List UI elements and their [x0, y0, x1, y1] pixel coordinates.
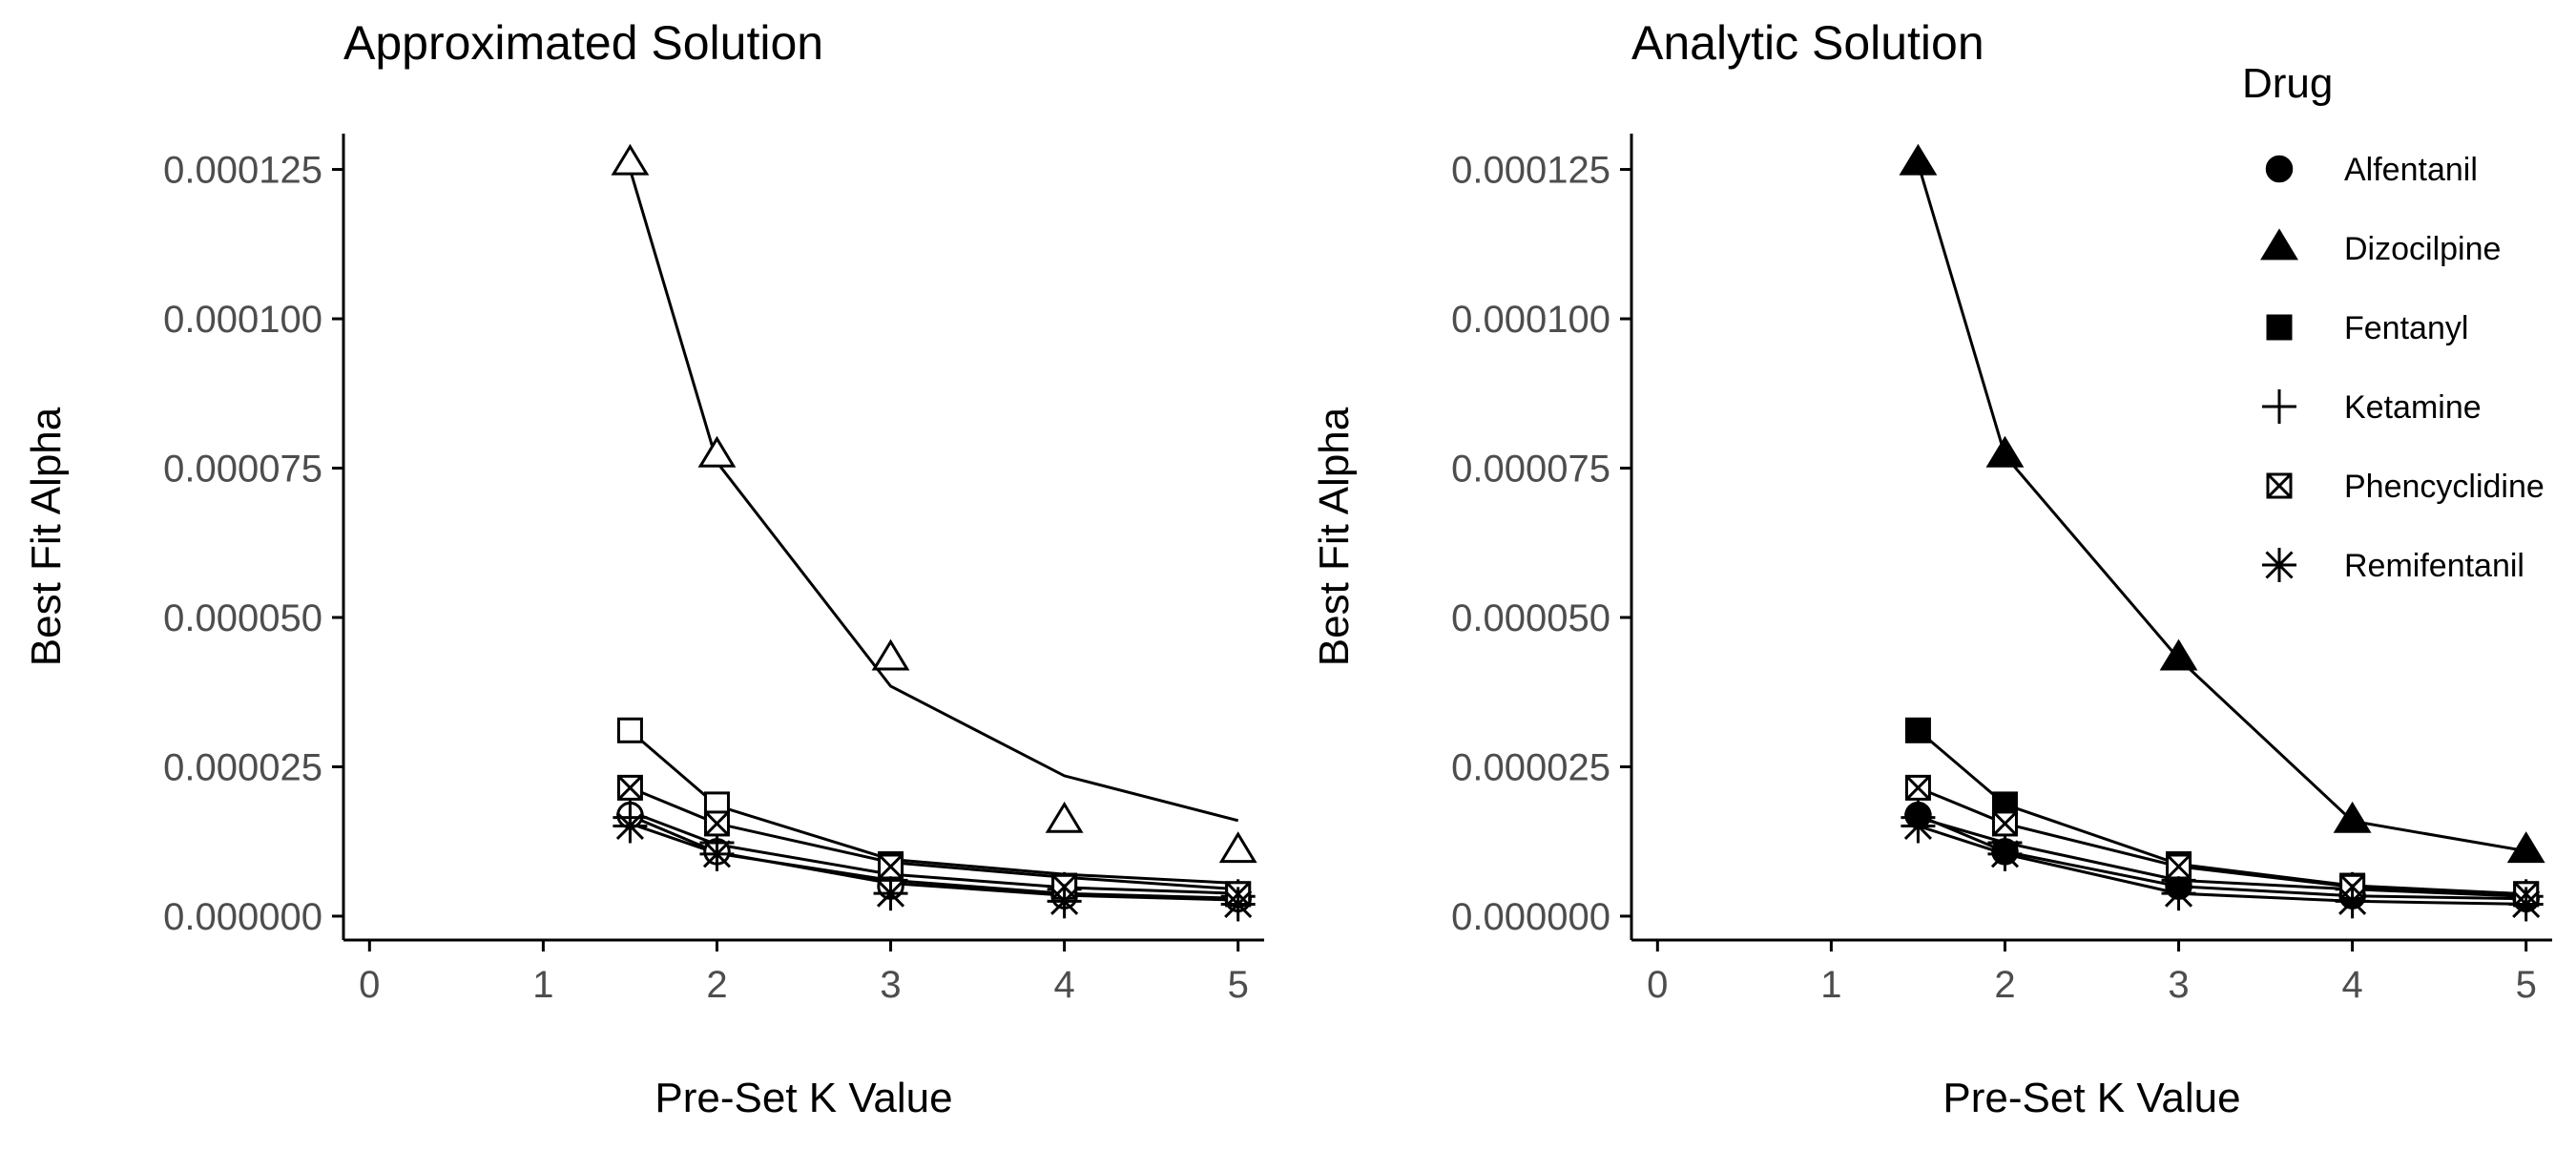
legend-label: Remifentanil	[2344, 548, 2524, 584]
legend-label: Ketamine	[2344, 389, 2482, 426]
data-point-dizocilpine	[697, 435, 737, 468]
data-point-dizocilpine	[611, 143, 650, 176]
data-point-phencyclidine	[616, 774, 643, 801]
data-point-dizocilpine	[2506, 831, 2545, 864]
legend-title: Drug	[2242, 60, 2333, 107]
data-point-dizocilpine	[1218, 831, 1257, 864]
y-tick-label: 0.000075	[1451, 449, 1610, 491]
x-tick-label: 3	[2168, 964, 2189, 1006]
legend-label: Dizocilpine	[2344, 231, 2501, 267]
data-point-remifentanil	[2161, 876, 2196, 911]
data-point-dizocilpine	[2333, 801, 2372, 833]
y-tick-label: 0.000050	[163, 597, 322, 639]
y-tick-label: 0.000000	[1451, 896, 1610, 938]
x-tick-label: 5	[2516, 964, 2537, 1006]
y-tick-label: 0.000075	[163, 449, 322, 491]
legend-item-remifentanil: Remifentanil	[2262, 548, 2524, 584]
x-tick-label: 2	[1994, 964, 2015, 1006]
data-point-remifentanil	[1220, 887, 1256, 922]
legend-item-dizocilpine: Dizocilpine	[2260, 228, 2501, 267]
panel-title: Approximated Solution	[343, 16, 823, 70]
data-point-remifentanil	[613, 808, 648, 844]
data-point-phencyclidine	[1991, 810, 2018, 837]
panel-approximated-solution: Approximated Solution 0.000000 0.000025 0.0…	[23, 16, 1264, 1121]
legend-label: Alfentanil	[2344, 152, 2478, 188]
y-tick-label: 0.000100	[1451, 299, 1610, 341]
x-tick-label: 0	[359, 964, 380, 1006]
x-tick-label: 5	[1228, 964, 1249, 1006]
data-point-dizocilpine	[1985, 435, 2025, 468]
data-point-remifentanil	[1047, 884, 1082, 919]
x-tick-label: 3	[880, 964, 901, 1006]
y-axis-label: Best Fit Alpha	[1311, 407, 1358, 666]
data-point-remifentanil	[1987, 836, 2023, 871]
legend-key-ketamine	[2262, 389, 2296, 424]
y-tick-label: 0.000125	[1451, 150, 1610, 192]
y-tick-label: 0.000025	[163, 746, 322, 788]
legend-item-alfentanil: Alfentanil	[2265, 152, 2478, 188]
y-axis-label: Best Fit Alpha	[23, 407, 70, 666]
data-point-dizocilpine	[2159, 638, 2198, 671]
data-point-phencyclidine	[703, 810, 730, 837]
x-tick-label: 4	[2341, 964, 2362, 1006]
y-tick-label: 0.000025	[1451, 746, 1610, 788]
x-tick-label: 4	[1053, 964, 1074, 1006]
x-tick-label: 0	[1647, 964, 1668, 1006]
x-axis-label: Pre-Set K Value	[654, 1075, 952, 1121]
data-point-remifentanil	[2335, 884, 2370, 919]
y-tick-label: 0.000000	[163, 896, 322, 938]
x-axis-label: Pre-Set K Value	[1942, 1075, 2240, 1121]
data-point-remifentanil	[873, 876, 908, 911]
data-point-phencyclidine	[878, 853, 904, 880]
x-tick-label: 1	[532, 964, 553, 1006]
panel-title: Analytic Solution	[1631, 16, 1984, 70]
legend-key-alfentanil	[2265, 155, 2294, 183]
legend-item-phencyclidine: Phencyclidine	[2266, 469, 2545, 505]
legend-item-ketamine: Ketamine	[2262, 389, 2482, 426]
panel-analytic-solution: Analytic Solution 0.000000 0.000025 0.00005…	[1311, 16, 2552, 1121]
legend: Drug Alfentanil Dizocilpine Fentanyl Ketamin…	[2242, 60, 2545, 584]
legend-label: Fentanyl	[2344, 310, 2468, 346]
data-point-remifentanil	[2508, 887, 2544, 922]
legend-key-dizocilpine	[2260, 228, 2298, 261]
data-point-dizocilpine	[871, 638, 910, 671]
x-tick-label: 1	[1820, 964, 1841, 1006]
y-tick-label: 0.000100	[163, 299, 322, 341]
data-point-remifentanil	[1901, 808, 1936, 844]
data-point-dizocilpine	[1899, 143, 1938, 176]
data-point-fentanyl	[1904, 717, 1931, 743]
data-point-phencyclidine	[1904, 774, 1931, 801]
data-point-dizocilpine	[1045, 801, 1084, 833]
legend-item-fentanyl: Fentanyl	[2266, 310, 2468, 346]
data-point-fentanyl	[616, 717, 643, 743]
x-tick-label: 2	[706, 964, 727, 1006]
legend-label: Phencyclidine	[2344, 469, 2545, 505]
y-tick-label: 0.000125	[163, 150, 322, 192]
legend-key-remifentanil	[2262, 548, 2296, 582]
legend-key-phencyclidine	[2266, 472, 2293, 499]
series-line-dizocilpine	[628, 169, 1239, 823]
data-point-remifentanil	[699, 836, 735, 871]
data-point-phencyclidine	[2166, 853, 2192, 880]
legend-key-fentanyl	[2266, 314, 2293, 341]
y-tick-label: 0.000050	[1451, 597, 1610, 639]
